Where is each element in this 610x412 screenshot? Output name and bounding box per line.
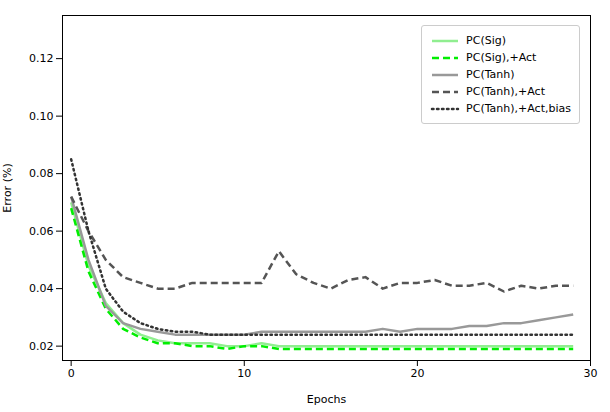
- svg-text:0: 0: [68, 367, 75, 380]
- svg-text:30: 30: [584, 367, 598, 380]
- svg-text:Error (%): Error (%): [1, 163, 14, 212]
- svg-text:0.02: 0.02: [29, 340, 54, 353]
- html-text:PC(Sig),+Act: PC(Sig),+Act: [466, 51, 537, 64]
- svg-text:0.10: 0.10: [29, 110, 54, 123]
- svg-text:0.12: 0.12: [29, 52, 54, 65]
- html-text:PC(Tanh),+Act,bias: PC(Tanh),+Act,bias: [466, 102, 571, 115]
- html-text:PC(Tanh): PC(Tanh): [466, 68, 515, 81]
- svg-text:0.08: 0.08: [29, 167, 54, 180]
- svg-text:0.04: 0.04: [29, 282, 54, 295]
- svg-text:20: 20: [410, 367, 424, 380]
- html-text:PC(Sig): PC(Sig): [466, 34, 506, 47]
- svg-text:Epochs: Epochs: [307, 393, 347, 406]
- svg-text:0.06: 0.06: [29, 225, 54, 238]
- html-text:PC(Tanh),+Act: PC(Tanh),+Act: [466, 85, 545, 98]
- svg-text:10: 10: [237, 367, 251, 380]
